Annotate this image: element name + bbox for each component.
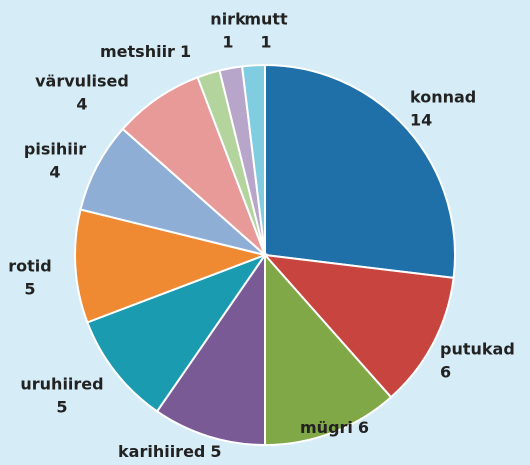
value-label: 4 — [76, 95, 87, 114]
slice — [240, 63, 266, 256]
value-label: 14 — [410, 111, 432, 130]
category: mügri — [300, 418, 353, 437]
value-label: 6 — [440, 363, 451, 382]
category: karihiired — [118, 442, 205, 461]
value-label: 6 — [358, 418, 369, 437]
slice — [262, 253, 455, 399]
value-label: 1 — [260, 33, 271, 52]
slice-label: putukad — [440, 340, 515, 359]
value-label: 5 — [24, 280, 35, 299]
slice — [74, 208, 269, 324]
slice — [264, 252, 393, 447]
slice-label: pisihiir — [24, 140, 86, 159]
category: metshiir — [100, 42, 175, 61]
value-label: 1 — [222, 33, 233, 52]
slice-label: nirk — [210, 10, 246, 29]
slice-label: metshiir 1 — [100, 42, 191, 61]
slice-label: uruhiired — [20, 375, 103, 394]
value-label: 4 — [49, 163, 60, 182]
slice-label: konnad — [410, 88, 476, 107]
value-label: 1 — [180, 42, 191, 61]
slice — [86, 252, 268, 413]
slice-label: värvulised — [35, 72, 129, 91]
slice-label: mügri 6 — [300, 418, 369, 437]
slice-label: karihiired 5 — [118, 442, 222, 461]
value-label: 5 — [210, 442, 221, 461]
slice-label: rotid — [8, 257, 51, 276]
slice — [264, 63, 456, 280]
slice — [155, 251, 266, 447]
value-label: 5 — [56, 398, 67, 417]
slice-label: mutt — [244, 10, 288, 29]
